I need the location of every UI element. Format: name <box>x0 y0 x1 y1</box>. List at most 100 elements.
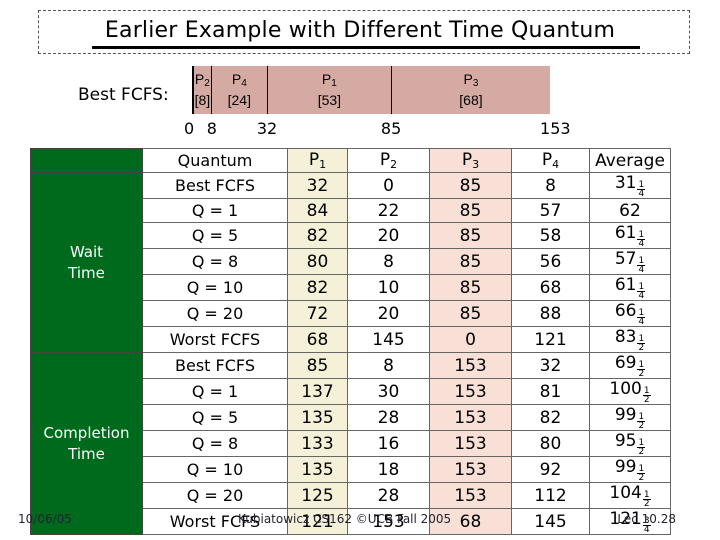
quantum-cell: Q = 10 <box>142 456 288 484</box>
table-row: Q = 8 133 16 153 80 95 1 2 <box>31 430 671 458</box>
p2-cell: 28 <box>347 404 430 432</box>
table-row: Q = 1 137 30 153 81 100 1 2 <box>31 378 671 406</box>
gantt-block-time: [68] <box>459 92 483 108</box>
p3-cell: 153 <box>429 456 512 484</box>
p3-cell: 85 <box>429 198 512 224</box>
average-cell: 61 1 4 <box>589 222 671 250</box>
gantt-process-name: P1 <box>321 71 337 89</box>
p3-cell: 0 <box>429 326 512 354</box>
p4-cell: 92 <box>511 456 590 484</box>
p2-cell: 20 <box>347 300 430 328</box>
title-underline <box>92 46 640 49</box>
header-p3: P3 <box>429 147 512 174</box>
footer-course: Kubiatowicz CS162 ©UCB Fall 2005 <box>238 512 452 526</box>
table-row: Worst FCFS 121 153 68 145 121 3 4 <box>31 508 671 536</box>
gantt-block-time: [8] <box>194 92 211 108</box>
gantt-tick: 0 <box>184 119 195 138</box>
p3-cell: 153 <box>429 404 512 432</box>
p2-cell: 20 <box>347 222 430 250</box>
quantum-cell: Worst FCFS <box>142 326 288 354</box>
header-quantum: Quantum <box>142 147 288 174</box>
p2-cell: 10 <box>347 274 430 302</box>
p4-cell: 58 <box>511 222 590 250</box>
table-row: Q = 10 135 18 153 92 99 1 2 <box>31 456 671 484</box>
p3-cell: 68 <box>429 508 512 536</box>
quantum-cell: Q = 20 <box>142 300 288 328</box>
p1-cell: 137 <box>287 378 348 406</box>
average-cell: 99 1 2 <box>589 456 671 484</box>
average-cell: 104 1 2 <box>589 482 671 510</box>
table-header-row: Quantum P1 P2 P3 P4 Average <box>30 147 671 174</box>
gantt-tick: 8 <box>206 119 217 138</box>
quantum-cell: Best FCFS <box>142 172 288 200</box>
average-cell: 121 3 4 <box>589 508 671 536</box>
gantt-tick: 32 <box>256 119 278 138</box>
quantum-cell: Q = 8 <box>142 248 288 276</box>
p4-cell: 82 <box>511 404 590 432</box>
table-row: Q = 5 135 28 153 82 99 1 2 <box>31 404 671 432</box>
p1-cell: 72 <box>287 300 348 328</box>
p3-cell: 153 <box>429 378 512 406</box>
p4-cell: 56 <box>511 248 590 276</box>
table-row: Wait Time Best FCFS 32 0 85 8 31 1 4 <box>30 172 671 354</box>
p2-cell: 0 <box>347 172 430 200</box>
side-header-cell <box>30 147 143 174</box>
gantt-block-time: [24] <box>227 92 251 108</box>
p3-cell: 153 <box>429 482 512 510</box>
gantt-process-name: P2 <box>194 71 210 89</box>
gantt-block-p2: P2 [8] <box>192 66 211 114</box>
header-p4: P4 <box>511 147 590 174</box>
gantt-process-name: P3 <box>463 71 479 89</box>
quantum-cell: Q = 8 <box>142 430 288 458</box>
p2-cell: 22 <box>347 198 430 224</box>
p4-cell: 121 <box>511 326 590 354</box>
quantum-cell: Q = 5 <box>142 222 288 250</box>
quantum-cell: Q = 1 <box>142 198 288 224</box>
title-box <box>38 10 690 54</box>
average-cell: 69 1 2 <box>589 352 671 380</box>
average-cell: 62 <box>589 198 671 224</box>
gantt-process-name: P4 <box>231 71 247 89</box>
p3-cell: 85 <box>429 274 512 302</box>
p2-cell: 30 <box>347 378 430 406</box>
quantum-cell: Q = 10 <box>142 274 288 302</box>
gantt-tick: 153 <box>540 119 571 138</box>
p4-cell: 8 <box>511 172 590 200</box>
average-cell: 100 1 2 <box>589 378 671 406</box>
average-cell: 95 1 2 <box>589 430 671 458</box>
p1-cell: 82 <box>287 222 348 250</box>
average-cell: 99 1 2 <box>589 404 671 432</box>
p4-cell: 88 <box>511 300 590 328</box>
p4-cell: 145 <box>511 508 590 536</box>
p2-cell: 8 <box>347 248 430 276</box>
footer-date: 10/06/05 <box>18 512 72 526</box>
p1-cell: 68 <box>287 326 348 354</box>
p4-cell: 81 <box>511 378 590 406</box>
table-row: Q = 8 80 8 85 56 57 1 4 <box>31 248 671 276</box>
p4-cell: 112 <box>511 482 590 510</box>
p4-cell: 57 <box>511 198 590 224</box>
slide-title: Earlier Example with Different Time Quan… <box>104 18 616 43</box>
p1-cell: 85 <box>287 352 348 380</box>
average-cell: 31 1 4 <box>589 172 671 200</box>
group-label-0: Wait Time <box>30 172 143 354</box>
p2-cell: 8 <box>347 352 430 380</box>
p3-cell: 85 <box>429 248 512 276</box>
p1-cell: 135 <box>287 456 348 484</box>
p3-cell: 85 <box>429 172 512 200</box>
quantum-cell: Best FCFS <box>142 352 288 380</box>
p1-cell: 133 <box>287 430 348 458</box>
quantum-cell: Q = 1 <box>142 378 288 406</box>
results-table: Quantum P1 P2 P3 P4 Average Wait Time Best FCFS 3… <box>30 147 671 536</box>
